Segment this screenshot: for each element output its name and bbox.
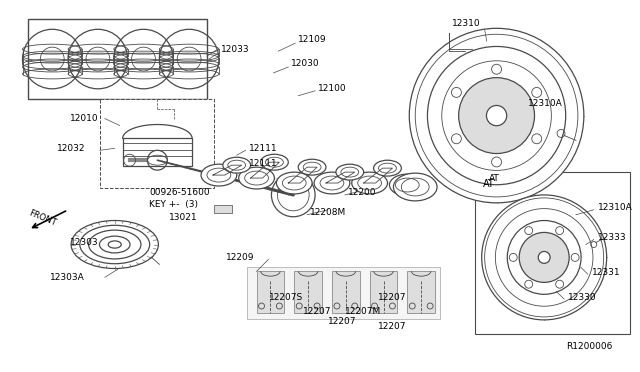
Ellipse shape bbox=[88, 230, 141, 259]
Ellipse shape bbox=[525, 280, 532, 288]
Ellipse shape bbox=[459, 78, 534, 154]
Text: 13021: 13021 bbox=[170, 213, 198, 222]
Ellipse shape bbox=[556, 280, 564, 288]
Polygon shape bbox=[364, 168, 392, 183]
Text: AT: AT bbox=[488, 174, 499, 183]
Ellipse shape bbox=[532, 87, 541, 97]
Bar bbox=[246, 267, 440, 319]
Ellipse shape bbox=[374, 160, 401, 176]
Ellipse shape bbox=[390, 174, 425, 196]
Ellipse shape bbox=[509, 253, 517, 262]
Ellipse shape bbox=[556, 227, 564, 235]
Ellipse shape bbox=[451, 134, 461, 144]
Bar bbox=[475, 172, 630, 334]
Text: 12333: 12333 bbox=[598, 233, 627, 242]
Ellipse shape bbox=[276, 172, 312, 194]
Text: 12207: 12207 bbox=[303, 307, 332, 317]
Ellipse shape bbox=[108, 241, 122, 248]
Text: 12310A: 12310A bbox=[528, 99, 563, 108]
Ellipse shape bbox=[492, 64, 502, 74]
Bar bbox=[407, 271, 435, 313]
Bar bbox=[294, 271, 322, 313]
Ellipse shape bbox=[201, 164, 237, 186]
Text: 12207M: 12207M bbox=[345, 307, 381, 317]
Text: 12331: 12331 bbox=[592, 268, 620, 277]
Bar bbox=[332, 271, 360, 313]
Text: 12207: 12207 bbox=[378, 322, 406, 331]
Bar bbox=[370, 271, 397, 313]
Ellipse shape bbox=[532, 134, 541, 144]
Text: 12207: 12207 bbox=[328, 317, 356, 326]
Text: 00926-51600: 00926-51600 bbox=[150, 189, 210, 198]
Text: 12310A: 12310A bbox=[598, 203, 632, 212]
Ellipse shape bbox=[314, 172, 350, 194]
Ellipse shape bbox=[336, 164, 364, 180]
Bar bbox=[214, 205, 232, 213]
Bar bbox=[257, 271, 284, 313]
Ellipse shape bbox=[519, 232, 569, 282]
Ellipse shape bbox=[538, 251, 550, 263]
Ellipse shape bbox=[80, 225, 150, 264]
Text: KEY +-  (3): KEY +- (3) bbox=[150, 201, 198, 209]
Ellipse shape bbox=[486, 106, 507, 126]
Text: 12200: 12200 bbox=[348, 189, 376, 198]
Text: 12100: 12100 bbox=[318, 84, 347, 93]
Text: 12303: 12303 bbox=[70, 238, 99, 247]
Text: 12310: 12310 bbox=[452, 19, 481, 28]
Text: 12208M: 12208M bbox=[310, 208, 346, 217]
Ellipse shape bbox=[525, 227, 532, 235]
Bar bbox=[28, 19, 207, 99]
Text: 12209: 12209 bbox=[226, 253, 254, 262]
Ellipse shape bbox=[410, 28, 584, 203]
Polygon shape bbox=[326, 172, 355, 183]
Polygon shape bbox=[288, 167, 317, 183]
Ellipse shape bbox=[352, 172, 387, 194]
Polygon shape bbox=[213, 165, 242, 175]
Bar bbox=[100, 99, 214, 188]
Text: 12207S: 12207S bbox=[268, 292, 303, 302]
Ellipse shape bbox=[71, 221, 158, 269]
Ellipse shape bbox=[260, 154, 288, 170]
Ellipse shape bbox=[482, 195, 607, 320]
Text: R1200006: R1200006 bbox=[566, 342, 612, 351]
Ellipse shape bbox=[99, 236, 130, 253]
Ellipse shape bbox=[394, 173, 437, 201]
Text: 12030: 12030 bbox=[291, 58, 320, 68]
Ellipse shape bbox=[298, 159, 326, 175]
Text: 12330: 12330 bbox=[568, 292, 596, 302]
Text: 12032: 12032 bbox=[57, 144, 86, 153]
Ellipse shape bbox=[451, 87, 461, 97]
Ellipse shape bbox=[492, 157, 502, 167]
Text: 12111: 12111 bbox=[248, 144, 277, 153]
Text: AT: AT bbox=[483, 179, 495, 189]
Text: 12207: 12207 bbox=[378, 292, 406, 302]
Text: 12303A: 12303A bbox=[51, 273, 85, 282]
Text: FRONT: FRONT bbox=[28, 208, 58, 227]
Bar bbox=[123, 138, 192, 166]
Text: 12033: 12033 bbox=[221, 45, 250, 54]
Ellipse shape bbox=[223, 157, 251, 173]
Ellipse shape bbox=[571, 253, 579, 262]
Text: 12109: 12109 bbox=[298, 35, 327, 44]
Polygon shape bbox=[251, 162, 280, 178]
Text: 12111: 12111 bbox=[248, 159, 277, 168]
Ellipse shape bbox=[239, 167, 275, 189]
Text: 12010: 12010 bbox=[70, 114, 99, 123]
